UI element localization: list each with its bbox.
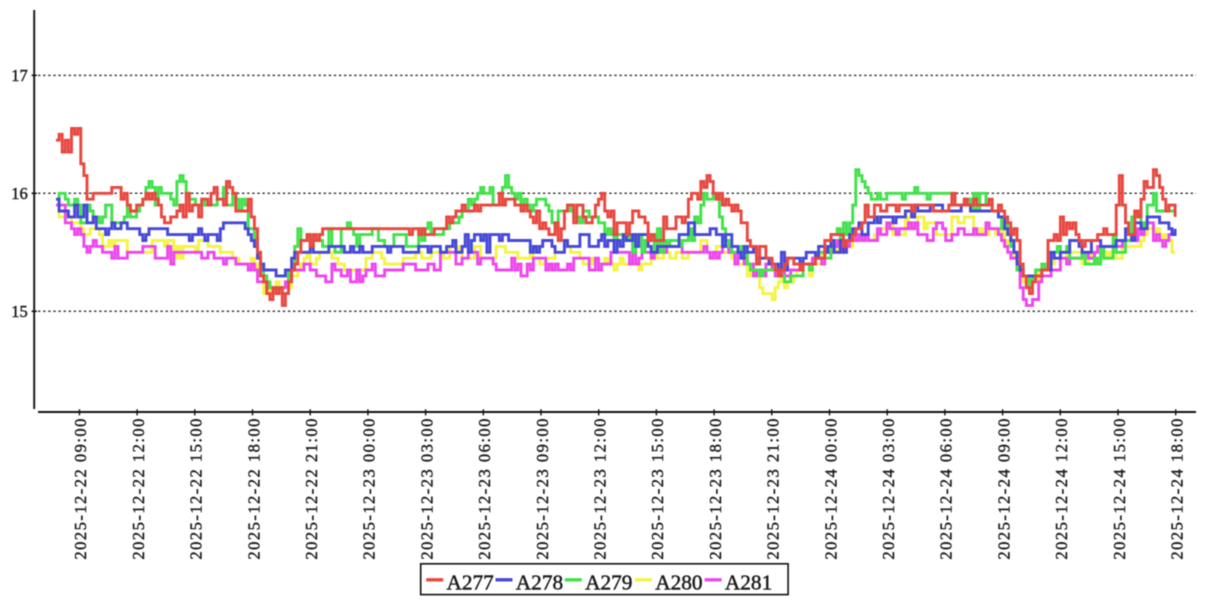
svg-text:2025-12-24 18:00: 2025-12-24 18:00 [1168, 419, 1187, 560]
svg-text:2025-12-23 15:00: 2025-12-23 15:00 [648, 419, 667, 560]
svg-text:16: 16 [11, 184, 28, 203]
svg-text:2025-12-22 12:00: 2025-12-22 12:00 [129, 419, 148, 560]
svg-text:A280: A280 [655, 571, 702, 595]
svg-text:2025-12-22 18:00: 2025-12-22 18:00 [244, 419, 263, 560]
svg-text:15: 15 [11, 302, 28, 321]
svg-text:2025-12-23 21:00: 2025-12-23 21:00 [764, 419, 783, 560]
svg-text:A279: A279 [585, 571, 632, 595]
svg-text:2025-12-22 09:00: 2025-12-22 09:00 [71, 419, 90, 560]
svg-text:2025-12-24 15:00: 2025-12-24 15:00 [1110, 419, 1129, 560]
svg-text:2025-12-22 21:00: 2025-12-22 21:00 [302, 419, 321, 560]
svg-text:A278: A278 [516, 571, 563, 595]
svg-text:2025-12-23 00:00: 2025-12-23 00:00 [360, 419, 379, 560]
svg-text:2025-12-23 09:00: 2025-12-23 09:00 [533, 419, 552, 560]
svg-text:2025-12-23 18:00: 2025-12-23 18:00 [706, 419, 725, 560]
svg-text:2025-12-24 12:00: 2025-12-24 12:00 [1052, 419, 1071, 560]
svg-text:2025-12-24 09:00: 2025-12-24 09:00 [994, 419, 1013, 560]
svg-text:2025-12-24 03:00: 2025-12-24 03:00 [879, 419, 898, 560]
svg-text:2025-12-23 03:00: 2025-12-23 03:00 [417, 419, 436, 560]
svg-text:2025-12-24 06:00: 2025-12-24 06:00 [937, 419, 956, 560]
svg-text:2025-12-23 12:00: 2025-12-23 12:00 [591, 419, 610, 560]
svg-text:A281: A281 [725, 571, 772, 595]
svg-text:2025-12-24 00:00: 2025-12-24 00:00 [821, 419, 840, 560]
svg-text:17: 17 [11, 66, 28, 85]
svg-text:A277: A277 [447, 571, 495, 595]
svg-text:2025-12-23 06:00: 2025-12-23 06:00 [475, 419, 494, 560]
svg-text:2025-12-22 15:00: 2025-12-22 15:00 [187, 419, 206, 560]
